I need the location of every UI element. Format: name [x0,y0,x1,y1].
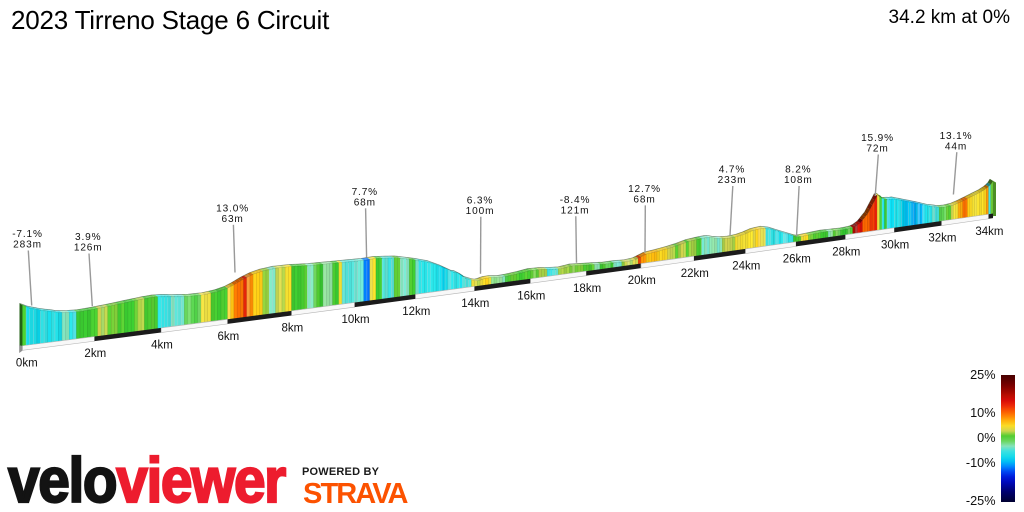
svg-text:-7.1%: -7.1% [12,229,43,240]
svg-text:2km: 2km [84,348,106,360]
svg-text:4km: 4km [151,340,173,352]
svg-text:100m: 100m [466,206,495,217]
svg-text:10km: 10km [341,314,369,326]
svg-text:20km: 20km [628,275,656,287]
svg-text:4.7%: 4.7% [719,165,745,176]
svg-text:26km: 26km [783,254,811,266]
svg-text:7.7%: 7.7% [352,187,378,198]
svg-text:15.9%: 15.9% [861,133,894,144]
svg-text:25%: 25% [970,368,995,382]
svg-text:28km: 28km [832,247,860,259]
svg-text:3.9%: 3.9% [75,232,101,243]
svg-text:6.3%: 6.3% [467,195,493,206]
svg-text:0km: 0km [16,357,38,369]
svg-text:126m: 126m [74,243,103,254]
svg-text:18km: 18km [573,283,601,295]
svg-text:13.1%: 13.1% [940,131,973,142]
svg-text:13.0%: 13.0% [216,203,249,214]
svg-text:34km: 34km [975,226,1003,238]
svg-text:72m: 72m [866,144,888,155]
svg-text:12.7%: 12.7% [628,184,661,195]
svg-text:30km: 30km [881,240,909,252]
svg-text:121m: 121m [561,206,590,217]
svg-text:68m: 68m [354,198,376,209]
svg-text:-25%: -25% [966,494,996,508]
svg-text:22km: 22km [681,268,709,280]
svg-text:-10%: -10% [966,456,996,470]
svg-text:8km: 8km [282,323,304,335]
svg-text:44m: 44m [945,141,967,152]
svg-text:233m: 233m [718,175,747,186]
svg-text:-8.4%: -8.4% [560,195,591,206]
svg-text:283m: 283m [13,240,42,251]
svg-text:8.2%: 8.2% [785,165,811,176]
svg-text:32km: 32km [928,233,956,245]
svg-text:14km: 14km [461,298,489,310]
svg-text:16km: 16km [517,290,545,302]
svg-text:6km: 6km [218,331,240,343]
svg-text:10%: 10% [970,406,995,420]
svg-text:0%: 0% [977,431,995,445]
svg-text:63m: 63m [222,214,244,225]
svg-text:12km: 12km [402,306,430,318]
svg-text:24km: 24km [732,261,760,273]
svg-text:108m: 108m [784,175,813,186]
svg-text:68m: 68m [633,195,655,206]
